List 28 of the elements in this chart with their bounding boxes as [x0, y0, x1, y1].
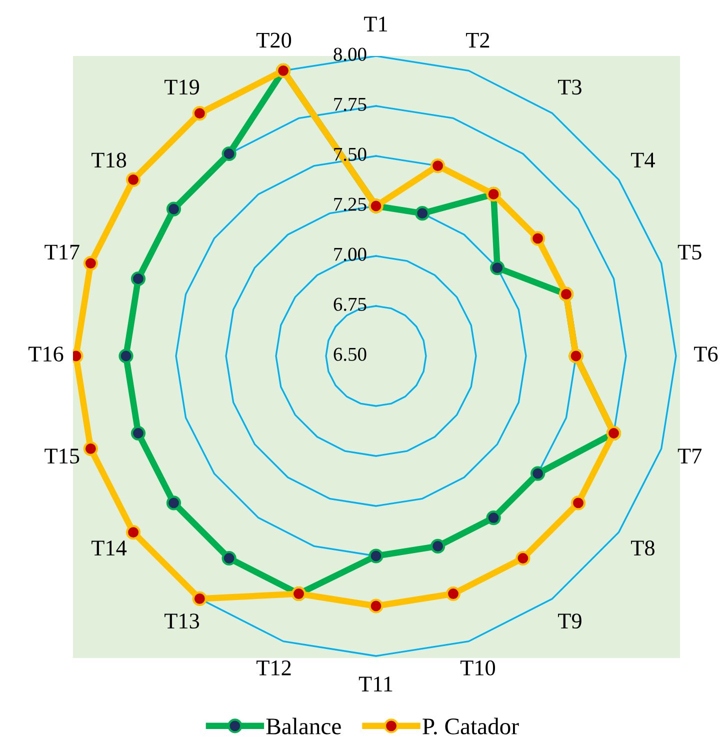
spoke-label: T8 — [631, 540, 654, 556]
y-tick-label: 7.75 — [334, 98, 366, 111]
spoke-label: T18 — [92, 152, 126, 168]
spoke-label: T7 — [678, 448, 702, 464]
legend-label: Balance — [266, 718, 341, 734]
spoke-label: T12 — [256, 660, 291, 676]
spoke-label: T2 — [466, 32, 490, 48]
spoke-label: T17 — [44, 244, 80, 260]
spoke-label: T1 — [364, 16, 388, 32]
spoke-label: T3 — [558, 80, 582, 95]
spoke-label: T6 — [694, 346, 718, 362]
spoke-label: T4 — [631, 152, 655, 168]
spoke-label: T11 — [358, 676, 392, 692]
y-tick-label: 6.75 — [334, 298, 366, 311]
spoke-label: T16 — [28, 346, 64, 362]
spoke-label: T9 — [558, 614, 582, 629]
spoke-label: T14 — [92, 540, 127, 556]
spoke-label: T19 — [164, 80, 200, 95]
y-tick-label: 7.00 — [334, 248, 366, 261]
spoke-label: T13 — [164, 614, 200, 629]
spoke-label: T10 — [460, 660, 496, 676]
spoke-label: T5 — [678, 244, 702, 260]
legend-label: P. Catador — [422, 718, 519, 734]
y-tick-label: 7.25 — [334, 198, 366, 211]
y-tick-label: 8.00 — [334, 48, 366, 61]
spoke-label: T20 — [256, 32, 292, 48]
spoke-label: T15 — [44, 448, 80, 464]
y-tick-label: 6.50 — [334, 348, 366, 361]
